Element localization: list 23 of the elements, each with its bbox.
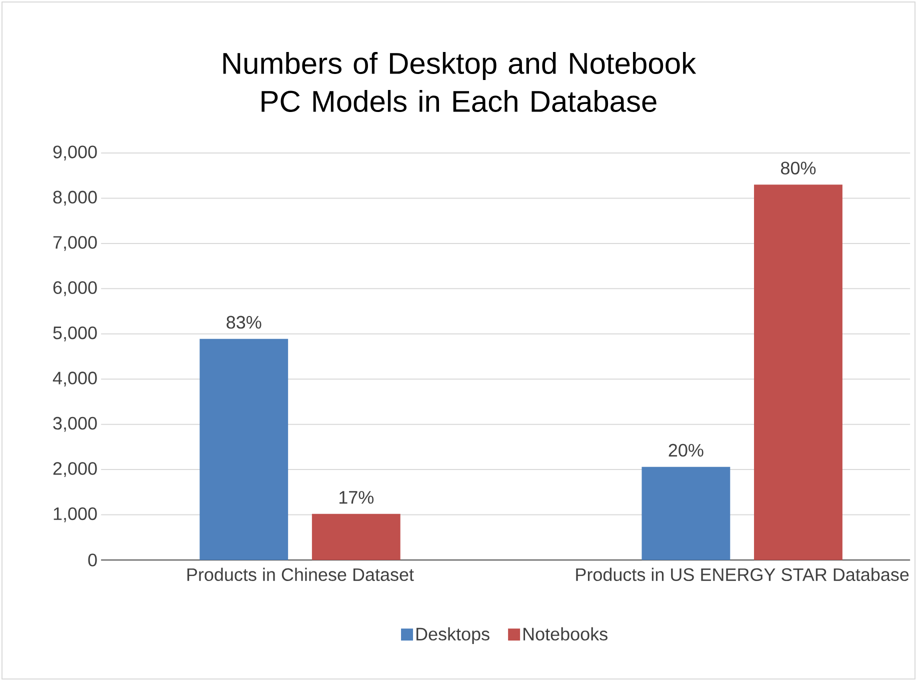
y-tick-label: 3,000 bbox=[53, 416, 97, 432]
x-tick-label: Products in Chinese Dataset bbox=[187, 568, 414, 582]
bar bbox=[754, 184, 842, 560]
annotation: 80% bbox=[781, 162, 816, 174]
x-tick-label: Products in US ENERGY STAR Database bbox=[576, 568, 909, 582]
y-tick-label: 2,000 bbox=[53, 462, 97, 477]
annotation: 83% bbox=[226, 316, 262, 329]
y-tick-label: 1,000 bbox=[54, 507, 97, 522]
y-tick-label: 0 bbox=[88, 554, 97, 566]
y-tick-label: 6,000 bbox=[53, 281, 97, 296]
legend-label: Notebooks bbox=[524, 627, 608, 640]
y-tick-label: 9,000 bbox=[53, 146, 97, 160]
bar bbox=[642, 466, 730, 560]
chart-title: Numbers of Desktop and Notebook PC Models in Each Database bbox=[223, 52, 696, 112]
annotation: 20% bbox=[668, 444, 704, 457]
bar bbox=[312, 514, 400, 560]
bar bbox=[200, 338, 288, 560]
y-tick-label: 5,000 bbox=[53, 326, 97, 342]
y-tick-label: 7,000 bbox=[53, 236, 97, 251]
y-tick-label: 4,000 bbox=[52, 372, 97, 387]
y-tick-label: 8,000 bbox=[53, 190, 97, 206]
legend-label: Desktops bbox=[416, 627, 490, 644]
annotation: 17% bbox=[340, 491, 374, 504]
